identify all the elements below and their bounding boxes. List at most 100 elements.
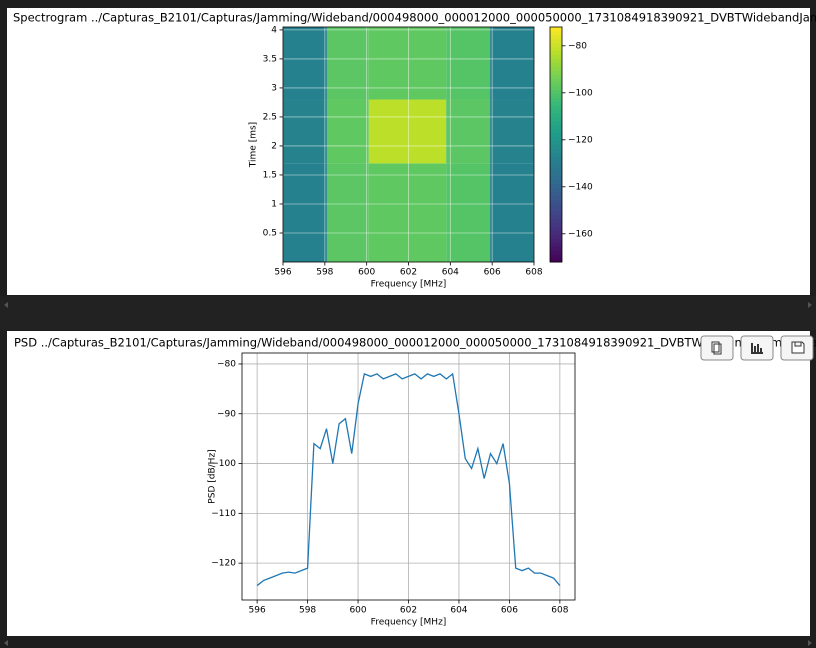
colorbar-segment <box>550 62 562 67</box>
colorbar-segment <box>550 81 562 87</box>
x-tick-label: 600 <box>349 606 366 616</box>
colorbar-segment <box>550 117 562 122</box>
colorbar-segment <box>550 105 562 110</box>
toolbar <box>700 335 814 361</box>
save-icon <box>791 341 805 354</box>
heatmap-cell <box>446 27 491 100</box>
colorbar-segment <box>550 50 562 55</box>
x-tick-label: 606 <box>501 606 518 616</box>
y-tick-label: 4 <box>271 25 277 35</box>
y-tick-label: −90 <box>217 409 236 419</box>
colorbar-segment <box>550 168 562 173</box>
colorbar-segment <box>550 27 562 32</box>
colorbar-segment <box>550 164 562 169</box>
colorbar-segment <box>550 54 562 59</box>
x-tick-label: 602 <box>400 606 417 616</box>
colorbar-segment <box>550 215 562 220</box>
heatmap-cell <box>446 163 491 262</box>
colorbar-segment <box>550 246 562 251</box>
heatmap-cell <box>326 99 369 164</box>
scroll-bar <box>0 296 816 330</box>
colorbar-segment <box>550 238 562 243</box>
x-tick-label: 598 <box>299 606 316 616</box>
colorbar-segment <box>550 211 562 216</box>
colorbar-tick-label: −120 <box>568 135 593 145</box>
colorbar-tick-label: −100 <box>568 88 593 98</box>
colorbar-segment <box>550 58 562 63</box>
colorbar-segment <box>550 121 562 126</box>
colorbar-segment <box>550 113 562 118</box>
plot-frame <box>282 26 535 263</box>
colorbar-segment <box>550 77 562 83</box>
colorbar-segment <box>550 34 562 40</box>
heatmap-cell <box>368 27 447 100</box>
x-tick-label: 608 <box>525 268 542 278</box>
colorbar-segment <box>550 97 562 102</box>
psd-line <box>256 372 561 587</box>
colorbar-segment <box>550 124 562 130</box>
scroll-arrows <box>4 640 812 646</box>
x-tick-label: 604 <box>450 606 467 616</box>
x-tick-label: 604 <box>442 268 459 278</box>
colorbar-segment <box>550 109 562 114</box>
colorbar-segment <box>550 70 562 75</box>
colorbar-segment <box>550 179 562 185</box>
colorbar-segment <box>550 195 562 200</box>
charts: Spectrogram ../Capturas_B2101/Capturas/J… <box>13 11 816 628</box>
colorbar-segment <box>550 85 562 91</box>
colorbar-segment <box>550 156 562 161</box>
x-tick-label: 596 <box>249 606 266 616</box>
colorbar-segment <box>550 46 562 51</box>
y-axis-label: Time [ms] <box>249 122 259 168</box>
colorbar-segment <box>550 136 562 142</box>
colorbar-frame <box>549 26 563 263</box>
heatmap-cell <box>446 99 491 164</box>
colorbar-tick-label: −140 <box>568 182 593 192</box>
x-tick-label: 600 <box>358 268 375 278</box>
heatmap-cell <box>326 27 369 100</box>
colorbar-segment <box>550 152 562 157</box>
colorbar-segment <box>550 175 562 181</box>
x-tick-label: 606 <box>484 268 501 278</box>
colorbar-segment <box>550 38 562 44</box>
x-tick-label: 598 <box>316 268 333 278</box>
y-tick-label: −110 <box>211 509 236 519</box>
copy-icon <box>711 341 722 355</box>
y-axis-label: PSD [dB/Hz] <box>208 449 218 503</box>
heatmap-cell <box>490 163 534 262</box>
heatmap-cell <box>283 27 327 100</box>
y-tick-label: 3.5 <box>263 54 277 64</box>
colorbar-segment <box>550 66 562 71</box>
colorbar-segment <box>550 250 562 255</box>
colorbar-segment <box>550 42 562 48</box>
x-tick-label: 608 <box>551 606 568 616</box>
heatmap-cell <box>368 163 447 262</box>
y-tick-label: 1.5 <box>263 170 277 180</box>
colorbar-segment <box>550 74 562 79</box>
x-axis-label: Frequency [MHz] <box>371 280 447 290</box>
colorbar-segment <box>550 218 562 224</box>
colorbar-segment <box>550 234 562 239</box>
chart-title: PSD ../Capturas_B2101/Capturas/Jamming/W… <box>14 336 816 350</box>
heatmap-cell <box>283 99 327 164</box>
y-tick-label: 0.5 <box>263 228 277 238</box>
colorbar-segment <box>550 222 562 228</box>
colorbar-segment <box>550 148 562 153</box>
heatmap-cell <box>326 163 369 262</box>
colorbar-segment <box>550 254 562 259</box>
colorbar-segment <box>550 93 562 98</box>
colorbar-segment <box>550 101 562 106</box>
colorbar-segment <box>550 89 562 95</box>
x-tick-label: 602 <box>400 268 417 278</box>
colorbar-tick-label: −160 <box>568 229 593 239</box>
y-tick-label: 2 <box>271 141 277 151</box>
colorbar-segment <box>550 191 562 196</box>
heatmap-cell <box>368 99 447 164</box>
x-tick-label: 596 <box>274 268 291 278</box>
plot-frame <box>241 352 576 601</box>
colorbar-segment <box>550 183 562 189</box>
y-tick-label: −80 <box>217 359 236 369</box>
chart-title: Spectrogram ../Capturas_B2101/Capturas/J… <box>13 11 816 25</box>
colorbar-segment <box>550 226 562 232</box>
